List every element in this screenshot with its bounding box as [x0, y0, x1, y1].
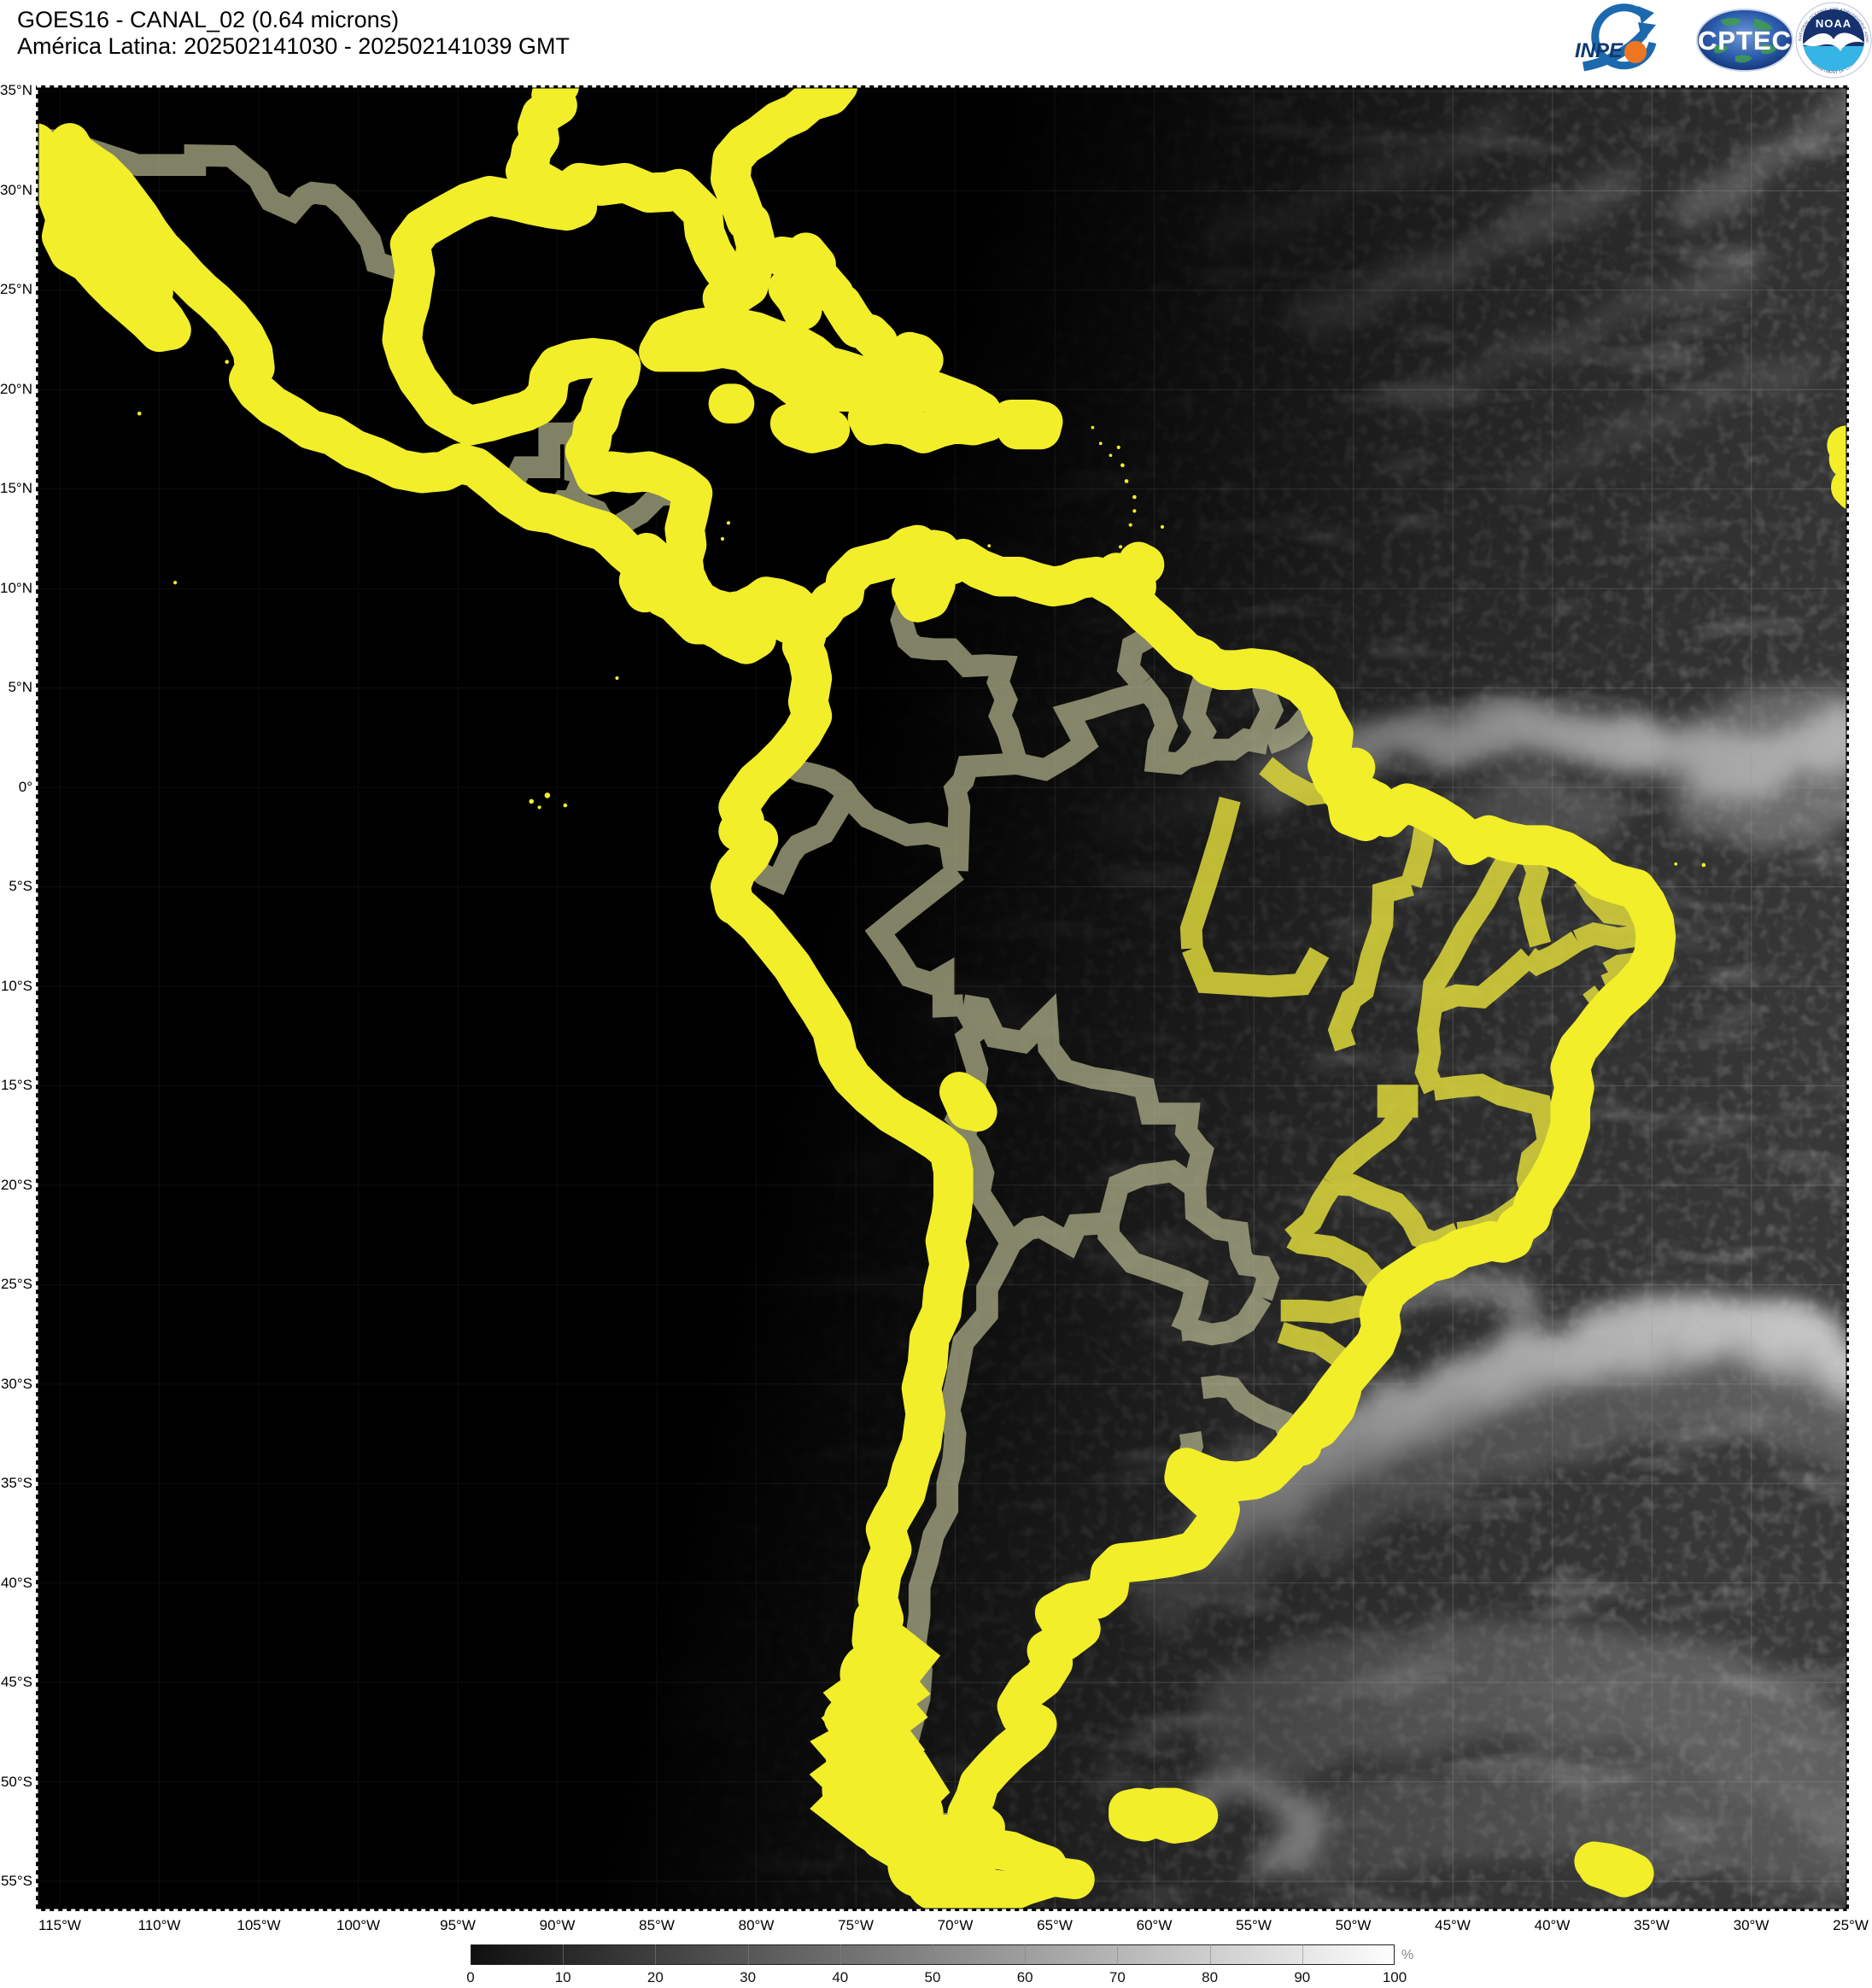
colorbar-gridline	[1025, 1944, 1027, 1965]
lon-label: 70°W	[937, 1917, 974, 1933]
coastline-layer	[36, 85, 1849, 1911]
lon-label: 45°W	[1435, 1917, 1471, 1933]
lon-label: 115°W	[38, 1917, 81, 1933]
lon-label: 35°W	[1634, 1917, 1670, 1933]
colorbar-tick: 80	[1202, 1969, 1219, 1985]
lat-label: 20°N	[0, 380, 32, 397]
colorbar-gridline	[563, 1944, 565, 1965]
coastline-falkland-east	[1138, 1787, 1219, 1844]
colorbar-tick: 0	[466, 1969, 475, 1985]
lon-label: 40°W	[1534, 1917, 1571, 1933]
lon-label: 80°W	[738, 1917, 775, 1933]
lat-label: 30°N	[0, 181, 32, 198]
lon-label: 55°W	[1236, 1917, 1272, 1933]
bright-cloud-systems	[1097, 95, 1849, 1902]
lat-label: 35°S	[0, 1475, 32, 1491]
lat-label: 55°S	[0, 1873, 32, 1889]
border-peru-brazil	[864, 862, 964, 1018]
lon-label: 85°W	[639, 1917, 675, 1933]
lat-label: 0°	[18, 778, 32, 795]
lat-label: 30°S	[0, 1375, 32, 1392]
graticule-night	[36, 85, 1849, 1911]
small-islands-layer	[53, 225, 1706, 868]
colorbar-tick: 30	[740, 1969, 757, 1985]
lat-label: 25°N	[0, 281, 32, 297]
noaa-gull-icon	[1803, 32, 1864, 51]
colorbar-gridline	[747, 1944, 749, 1965]
coastline-baja-california	[36, 123, 191, 353]
lat-label: 50°S	[0, 1773, 32, 1790]
lat-label: 10°S	[0, 977, 32, 994]
cptec-logo-text: CPTEC	[1698, 26, 1792, 56]
noaa-logo-text: NOAA	[1816, 17, 1852, 30]
colorbar-tick: 10	[554, 1969, 571, 1985]
lat-label: 25°S	[0, 1276, 32, 1292]
lat-label: 15°N	[0, 480, 32, 496]
lon-label: 25°W	[1833, 1917, 1869, 1933]
inpe-logo: INPE	[1575, 3, 1657, 72]
coastline-south-georgia	[1574, 1841, 1654, 1897]
coastline-cuba	[639, 306, 892, 412]
colorbar-tick: 20	[646, 1969, 664, 1985]
colorbar-tick: 40	[832, 1969, 849, 1985]
colorbar-tick: 100	[1382, 1969, 1407, 1985]
lat-label: 20°S	[0, 1176, 32, 1193]
lon-label: 105°W	[237, 1917, 281, 1933]
lon-label: 95°W	[440, 1917, 476, 1933]
lon-label: 60°W	[1136, 1917, 1173, 1933]
lake-nicaragua	[618, 533, 682, 587]
coastline-hispaniola	[847, 371, 1008, 453]
colorbar-gridline	[1209, 1944, 1211, 1965]
title-line-1: GOES16 - CANAL_02 (0.64 microns)	[17, 7, 400, 32]
coastline-us-gulf-atlantic	[389, 85, 858, 307]
lat-label: 40°S	[0, 1574, 32, 1591]
lon-label: 30°W	[1733, 1917, 1770, 1933]
lake-maracaibo	[892, 553, 956, 623]
inpe-orbit-icon	[1582, 3, 1657, 72]
lake-titicaca	[939, 1072, 997, 1132]
border-bolivia-brazil	[961, 993, 1214, 1190]
colorbar-gridline	[655, 1944, 657, 1965]
colorbar-unit: %	[1401, 1948, 1414, 1962]
colorbar-gridline	[839, 1944, 841, 1965]
colorbar-tick: 60	[1016, 1969, 1033, 1985]
lat-label: 15°S	[0, 1077, 32, 1093]
colorbar-gridline	[1117, 1944, 1119, 1965]
colorbar-gridline	[1302, 1944, 1303, 1965]
lat-label: 5°S	[9, 878, 32, 894]
title-line-2: América Latina: 202502141030 - 202502141…	[17, 33, 570, 59]
coastline-main-americas	[50, 123, 1676, 1911]
cptec-continents	[1713, 18, 1776, 63]
colorbar-tick: 50	[924, 1969, 941, 1985]
colorbar-tick: 90	[1294, 1969, 1311, 1985]
lat-label: 5°N	[8, 679, 32, 695]
lon-label: 75°W	[838, 1917, 874, 1933]
lat-label: 35°N	[0, 82, 32, 98]
patagonia-fjords-layer	[809, 1620, 1002, 1911]
lon-label: 110°W	[137, 1917, 181, 1933]
lon-label: 100°W	[336, 1917, 381, 1933]
lat-label: 45°S	[0, 1674, 32, 1690]
noaa-logo: NATIONAL OCEANIC AND ATMOSPHERIC ADMINIS…	[1795, 2, 1872, 79]
border-us-mexico	[36, 128, 417, 284]
lon-label: 50°W	[1335, 1917, 1372, 1933]
cptec-logo: CPTEC	[1696, 9, 1793, 72]
cloud-imagery-layer	[36, 85, 1849, 1911]
lon-label: 90°W	[539, 1917, 576, 1933]
coastline-puerto-rico	[991, 399, 1063, 450]
map-title: GOES16 - CANAL_02 (0.64 microns) América…	[17, 7, 570, 60]
lon-label: 65°W	[1037, 1917, 1073, 1933]
map-canvas	[36, 85, 1849, 1911]
lat-label: 10°N	[0, 579, 32, 596]
inpe-logo-text: INPE	[1575, 39, 1623, 62]
satellite-map	[36, 85, 1849, 1911]
mississippi-river	[505, 85, 588, 229]
coastline-jamaica	[769, 399, 851, 453]
colorbar-tick: 70	[1109, 1969, 1126, 1985]
